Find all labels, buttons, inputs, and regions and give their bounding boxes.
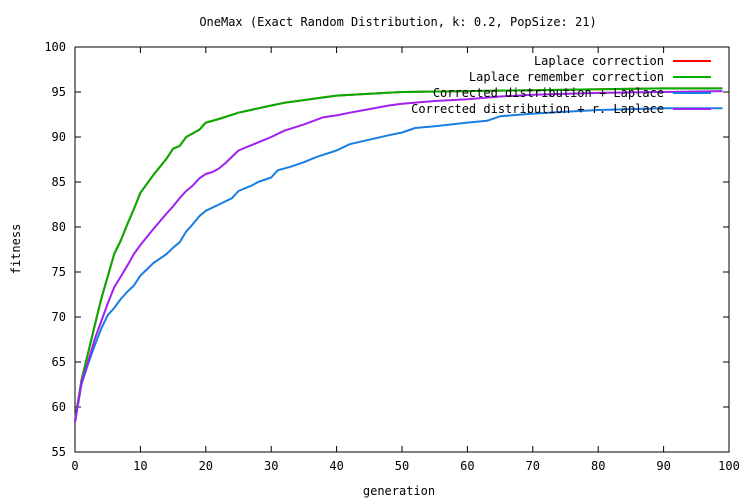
x-tick-label: 40 bbox=[329, 459, 343, 473]
x-tick-label: 20 bbox=[199, 459, 213, 473]
series-line-corrected-distribution-r-laplace bbox=[74, 90, 723, 423]
y-tick-label: 60 bbox=[52, 400, 66, 414]
y-tick-label: 80 bbox=[52, 220, 66, 234]
x-tick-label: 10 bbox=[133, 459, 147, 473]
x-axis-label: generation bbox=[363, 484, 435, 498]
x-tick-label: 80 bbox=[591, 459, 605, 473]
y-axis-label: fitness bbox=[9, 224, 23, 275]
legend-label: Corrected distribution + r. Laplace bbox=[411, 102, 664, 116]
x-tick-label: 0 bbox=[71, 459, 78, 473]
legend: Laplace correction Laplace remember corre… bbox=[411, 54, 711, 116]
series-line-laplace-remember-correction bbox=[74, 87, 723, 421]
chart-title: OneMax (Exact Random Distribution, k: 0.… bbox=[199, 15, 596, 29]
legend-label: Laplace correction bbox=[534, 54, 664, 68]
y-tick-label: 70 bbox=[52, 310, 66, 324]
legend-label: Corrected distribution + Laplace bbox=[433, 86, 664, 100]
y-tick-label: 85 bbox=[52, 175, 66, 189]
series-line-laplace-correction bbox=[74, 87, 723, 421]
x-tick-label: 60 bbox=[460, 459, 474, 473]
x-tick-label: 90 bbox=[656, 459, 670, 473]
y-tick-label: 75 bbox=[52, 265, 66, 279]
y-tick-label: 55 bbox=[52, 445, 66, 459]
x-tick-label: 70 bbox=[526, 459, 540, 473]
y-tick-label: 90 bbox=[52, 130, 66, 144]
y-tick-label: 100 bbox=[44, 40, 66, 54]
x-tick-label: 50 bbox=[395, 459, 409, 473]
x-tick-label: 100 bbox=[718, 459, 740, 473]
series-lines bbox=[74, 87, 723, 423]
legend-label: Laplace remember correction bbox=[469, 70, 664, 84]
axis-ticks: 0 10 20 30 40 50 60 70 80 90 100 55 60 65 70 75 80 85 90 95… bbox=[44, 40, 740, 473]
y-tick-label: 95 bbox=[52, 85, 66, 99]
x-tick-label: 30 bbox=[264, 459, 278, 473]
y-tick-label: 65 bbox=[52, 355, 66, 369]
series-line-corrected-distribution-laplace bbox=[74, 107, 723, 423]
